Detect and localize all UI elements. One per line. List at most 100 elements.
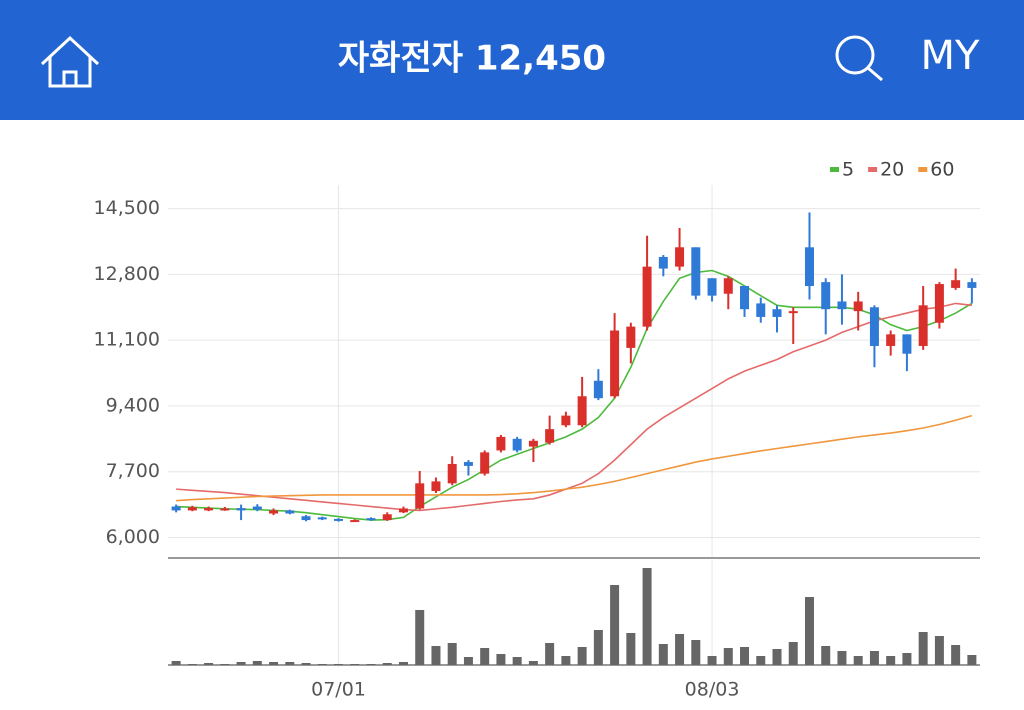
- volume-bar: [334, 664, 344, 665]
- moving-average-line: [176, 269, 973, 521]
- candle-body: [886, 334, 896, 346]
- candle-body: [496, 436, 506, 451]
- volume-bar: [512, 657, 522, 665]
- candle-body: [528, 440, 538, 447]
- volume-bar: [545, 643, 555, 665]
- candle-body: [804, 247, 814, 286]
- candle-body: [512, 438, 522, 451]
- candle-body: [431, 481, 441, 492]
- candle-body: [869, 307, 879, 346]
- volume-bar: [415, 610, 425, 665]
- candle-body: [918, 305, 928, 346]
- candle-body: [561, 415, 571, 426]
- volume-bar: [788, 642, 798, 665]
- volume-bar: [723, 648, 733, 665]
- volume-bar: [967, 655, 977, 665]
- candle-body: [675, 247, 685, 267]
- volume-bar: [772, 649, 782, 665]
- volume-bar: [886, 656, 896, 665]
- volume-bar: [626, 633, 636, 665]
- volume-bar: [301, 663, 311, 665]
- header-bar: [0, 0, 1024, 120]
- candle-body: [902, 334, 912, 354]
- legend-swatch: [918, 167, 928, 172]
- candle-body: [545, 429, 555, 443]
- legend-swatch: [868, 167, 878, 172]
- candle-body: [740, 285, 750, 310]
- y-tick-label: 6,000: [106, 526, 160, 548]
- volume-bar: [528, 661, 538, 665]
- candle-body: [853, 301, 863, 312]
- volume-bar: [350, 664, 360, 665]
- candle-body: [610, 330, 620, 397]
- candle-body: [691, 247, 701, 296]
- volume-bar: [480, 648, 490, 665]
- legend-label: 5: [842, 159, 854, 181]
- volume-bar: [593, 630, 603, 665]
- volume-bar: [740, 647, 750, 665]
- candle-body: [463, 462, 473, 466]
- candle-body: [382, 514, 392, 521]
- volume-bar: [821, 646, 831, 665]
- volume-bar: [577, 647, 587, 665]
- volume-bar: [658, 644, 668, 665]
- candle-body: [772, 309, 782, 317]
- volume-bar: [171, 661, 181, 665]
- volume-bar: [918, 632, 928, 665]
- candle-body: [934, 284, 944, 323]
- candle-body: [480, 452, 490, 474]
- volume-bar: [431, 646, 441, 665]
- search-button[interactable]: [835, 35, 883, 82]
- candle-body: [236, 508, 246, 511]
- candle-body: [821, 282, 831, 310]
- candle-body: [301, 516, 311, 521]
- candle-body: [447, 463, 457, 484]
- candle-body: [707, 278, 717, 296]
- x-tick-label: 08/03: [685, 679, 740, 701]
- candle-body: [951, 280, 961, 288]
- candle-body: [967, 282, 977, 288]
- volume-bar: [869, 651, 879, 665]
- volume-bar: [269, 662, 279, 665]
- volume-bar: [317, 664, 327, 665]
- candle-body: [577, 396, 587, 426]
- candle-body: [658, 256, 668, 269]
- candle-body: [626, 326, 636, 348]
- volume-bar: [204, 663, 214, 665]
- my-button[interactable]: MY: [921, 33, 981, 79]
- candle-body: [837, 301, 847, 310]
- candle-body: [269, 510, 279, 514]
- candle-body: [252, 506, 262, 510]
- x-tick-label: 07/01: [311, 679, 366, 701]
- y-tick-label: 7,700: [106, 460, 160, 482]
- volume-bar: [804, 597, 814, 665]
- volume-bar: [756, 656, 766, 665]
- y-tick-label: 12,800: [94, 263, 160, 285]
- candle-body: [317, 517, 327, 520]
- candle-body: [187, 507, 197, 511]
- candle-body: [788, 311, 798, 314]
- legend-swatch: [830, 167, 839, 172]
- candle-body: [220, 508, 230, 511]
- y-tick-label: 14,500: [94, 197, 160, 219]
- volume-bar: [398, 662, 408, 665]
- candle-body: [285, 510, 295, 514]
- volume-bar: [902, 653, 912, 665]
- candle-body: [756, 303, 766, 317]
- volume-bar: [707, 656, 717, 665]
- volume-bar: [561, 656, 571, 665]
- volume-bar: [496, 654, 506, 665]
- candle-body: [415, 483, 425, 509]
- candle-body: [204, 508, 214, 511]
- volume-bar: [382, 663, 392, 665]
- home-button[interactable]: [40, 35, 100, 88]
- volume-bar: [285, 662, 295, 665]
- y-tick-label: 9,400: [106, 394, 160, 416]
- candle-body: [350, 520, 360, 523]
- candle-body: [642, 266, 652, 327]
- volume-bar: [642, 568, 652, 665]
- volume-bar: [951, 645, 961, 665]
- volume-bar: [447, 643, 457, 665]
- candle-body: [334, 518, 344, 521]
- volume-bar: [934, 636, 944, 665]
